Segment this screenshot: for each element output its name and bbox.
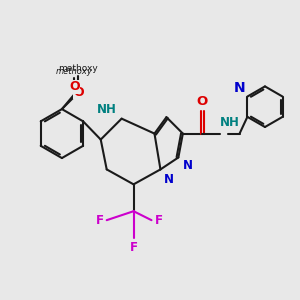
- Text: O: O: [73, 86, 84, 99]
- Text: methoxy: methoxy: [56, 67, 93, 76]
- Text: N: N: [182, 159, 193, 172]
- Text: methoxy: methoxy: [58, 64, 98, 73]
- Text: F: F: [154, 214, 163, 227]
- Text: NH: NH: [220, 116, 240, 129]
- Text: N: N: [164, 173, 174, 186]
- Text: F: F: [130, 241, 138, 254]
- Text: N: N: [233, 81, 245, 95]
- Text: O: O: [196, 95, 208, 108]
- Text: F: F: [96, 214, 104, 227]
- Text: O: O: [69, 80, 80, 93]
- Text: NH: NH: [96, 103, 116, 116]
